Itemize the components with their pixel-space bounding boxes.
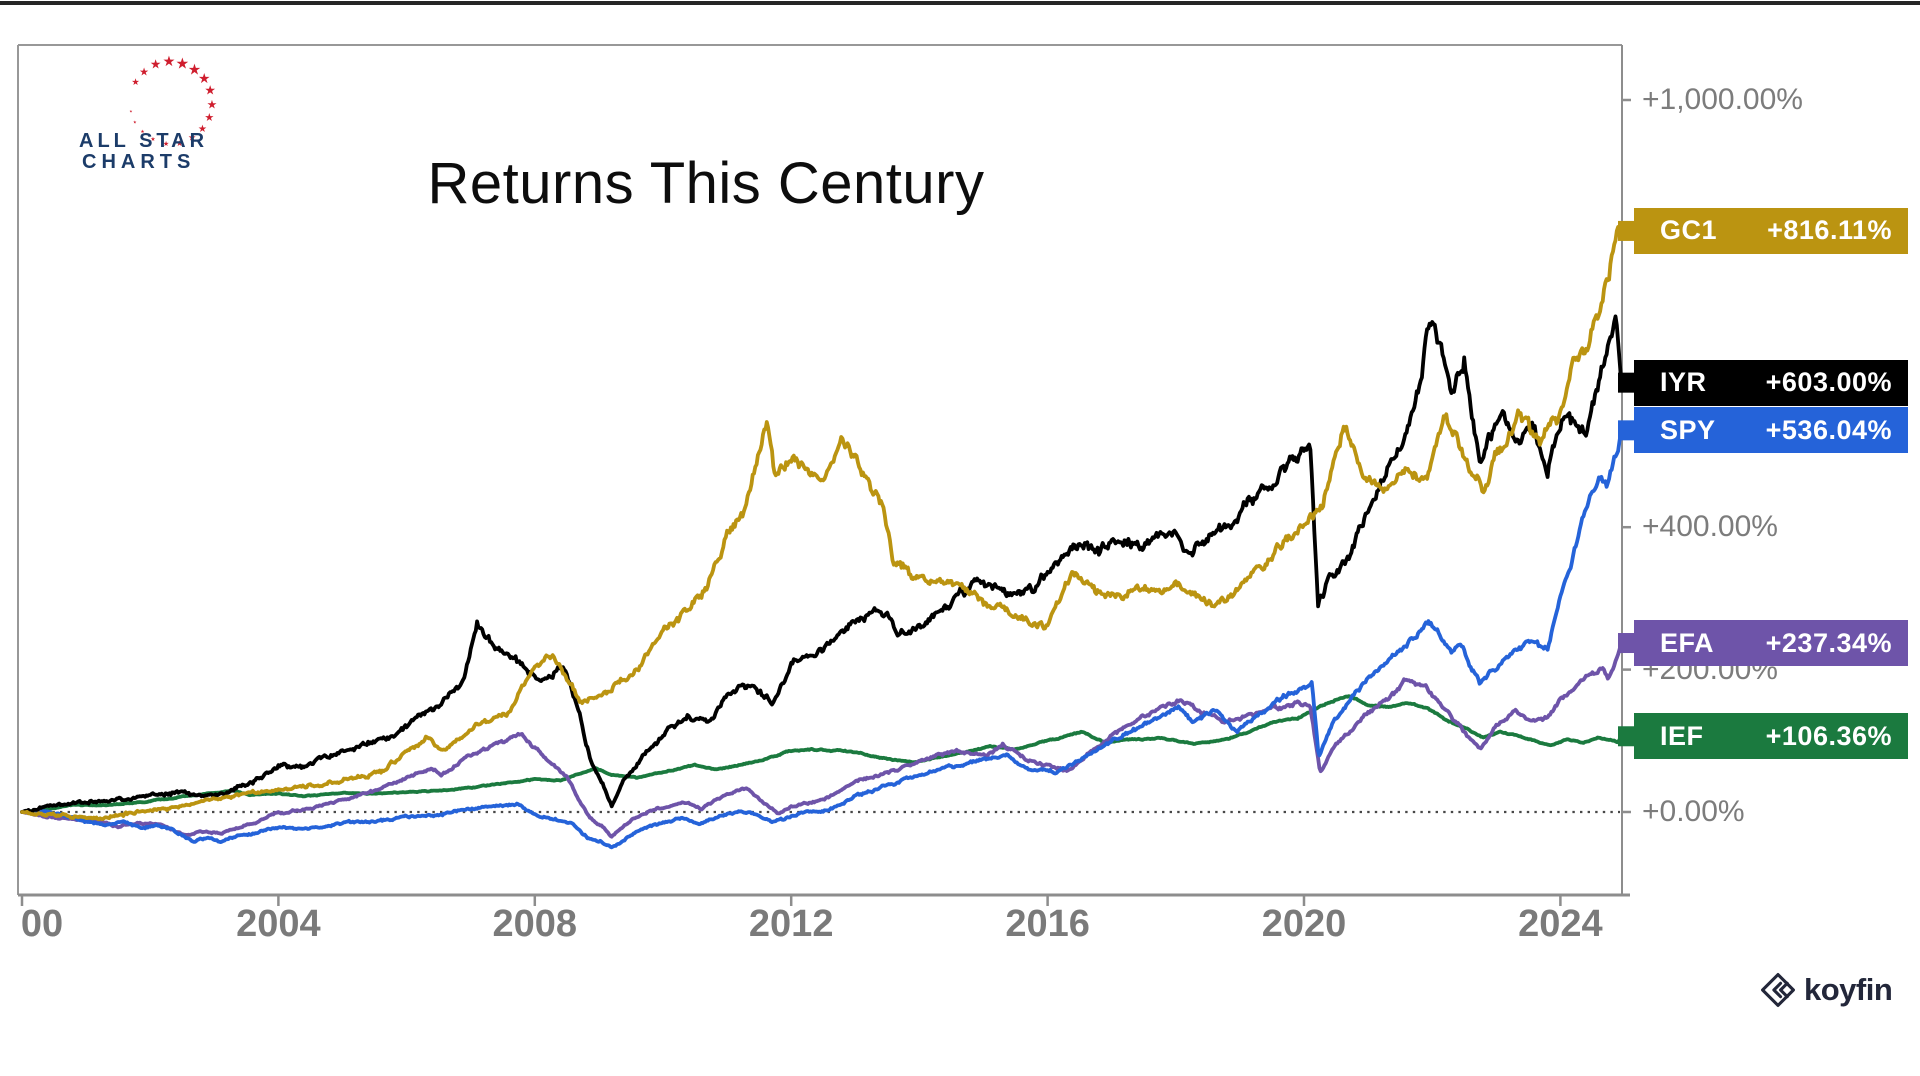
star-icon: ★	[140, 129, 144, 135]
series-label-nubs	[1618, 220, 1634, 747]
series-ticker-ief: IEF	[1660, 720, 1704, 751]
star-icon: ★	[175, 55, 189, 73]
series-line-spy	[20, 431, 1623, 850]
x-axis-label-2004: 2004	[236, 903, 321, 945]
series-ticker-iyr: IYR	[1660, 367, 1707, 398]
y-axis-label-1000pct: +1,000.00%	[1642, 83, 1803, 116]
series-line-gc1	[20, 225, 1623, 821]
series-ticker-spy: SPY	[1660, 414, 1716, 445]
series-label-iyr: IYR +603.00%	[1634, 359, 1908, 406]
star-icon: ★	[204, 111, 214, 124]
x-axis-label-2000: 00	[20, 903, 64, 945]
series-value-ief: +106.36%	[1765, 720, 1892, 751]
series-ticker-gc1: GC1	[1660, 215, 1718, 246]
series-value-efa: +237.34%	[1765, 627, 1892, 658]
star-icon: ★	[131, 77, 139, 88]
star-icon: ★	[198, 124, 207, 135]
series-label-ief: IEF +106.36%	[1634, 713, 1908, 760]
page-top-rule	[0, 1, 1920, 5]
logo-text-line2: CHARTS	[82, 151, 196, 173]
x-axis-label-2016: 2016	[1005, 903, 1090, 945]
series-label-efa: EFA +237.34%	[1634, 620, 1908, 666]
star-icon: ★	[188, 133, 196, 144]
series-value-gc1: +816.11%	[1767, 215, 1892, 246]
star-icon: ★	[204, 84, 216, 99]
allstarcharts-logo: ★ ★ ★ ★ ★ ★ ★ ★ ★ ★ ★ ★ ★ ★ ★ ★ ★ ★ ALL STAR CHARTS	[20, 40, 320, 173]
koyfin-wordmark: koyfin	[1804, 972, 1893, 1007]
star-icon: ★	[139, 66, 149, 79]
plot-frame	[17, 44, 1630, 897]
star-icon: ★	[176, 138, 183, 148]
logo-text-line1: ALL STAR	[79, 130, 209, 152]
star-circle-icon: ★★ ★ ★ ★★★★★★★★★★★★★★	[129, 54, 218, 148]
star-icon: ★	[207, 97, 218, 111]
series-value-iyr: +603.00%	[1765, 367, 1892, 398]
series-ticker-efa: EFA	[1660, 627, 1715, 658]
series-line-iyr	[20, 314, 1623, 814]
koyfin-diamond-icon	[1761, 973, 1795, 1007]
series-line-efa	[20, 643, 1623, 839]
star-icon: ★	[188, 60, 201, 78]
star-icon: ★	[150, 136, 155, 143]
y-axis-label-0pct: +0.00%	[1642, 795, 1745, 828]
star-icon: ★	[129, 110, 133, 114]
axis-tick-marks	[20, 98, 1631, 906]
koyfin-watermark: koyfin	[1760, 972, 1893, 1008]
star-icon: ★	[162, 54, 175, 70]
x-axis-label-2008: 2008	[492, 903, 578, 945]
series-line-ief	[20, 694, 1623, 814]
x-axis-label-2020: 2020	[1261, 903, 1347, 945]
series-value-spy: +536.04%	[1765, 414, 1892, 445]
star-icon: ★	[198, 71, 210, 87]
star-icon: ★	[163, 139, 169, 148]
series-lines	[20, 225, 1623, 850]
chart-title: Returns This Century	[427, 151, 985, 216]
y-axis-label-400pct: +400.00%	[1642, 510, 1778, 544]
star-icon: ★	[133, 120, 137, 125]
x-axis-label-2024: 2024	[1518, 903, 1603, 945]
series-label-gc1: GC1 +816.11%	[1634, 207, 1908, 254]
x-axis-label-2012: 2012	[748, 903, 834, 945]
series-label-spy: SPY +536.04%	[1634, 407, 1908, 454]
star-icon: ★	[150, 58, 161, 73]
